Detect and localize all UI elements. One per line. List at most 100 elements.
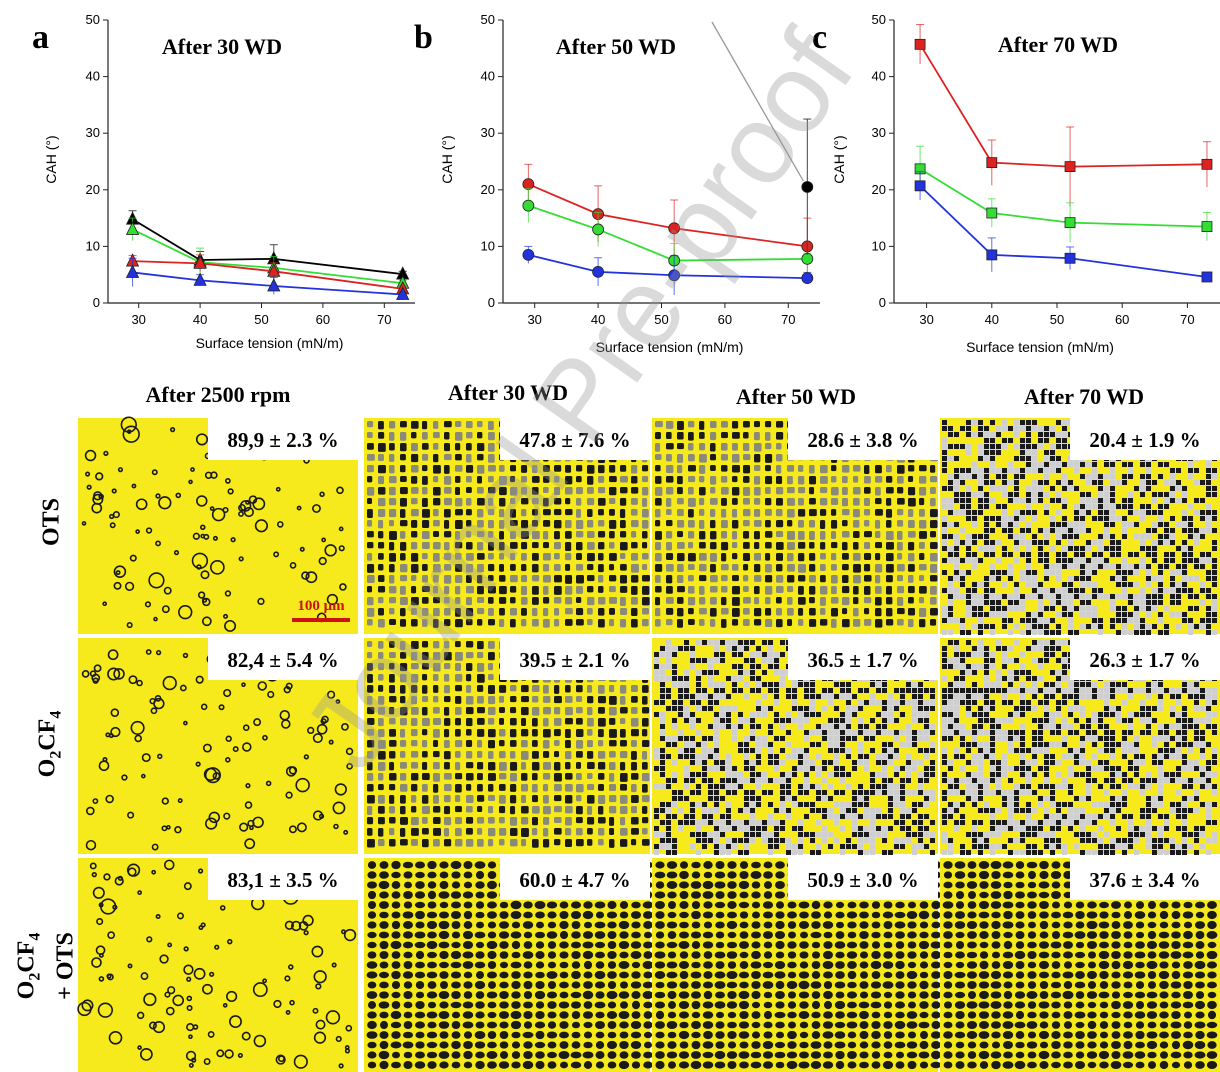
y-tick-label: 30 [872, 125, 886, 140]
series-line [528, 184, 807, 246]
data-point [669, 223, 680, 234]
y-tick-label: 50 [481, 12, 495, 27]
scale-bar: 100 μm [292, 598, 350, 622]
x-tick-label: 70 [781, 312, 795, 327]
column-header: After 50 WD [654, 384, 938, 410]
x-tick-label: 40 [985, 312, 999, 327]
x-tick-label: 70 [377, 312, 391, 327]
x-axis-label: Surface tension (mN/m) [966, 339, 1114, 355]
data-point [802, 181, 813, 192]
data-point [593, 266, 604, 277]
x-axis-label: Surface tension (mN/m) [596, 339, 744, 355]
column-header: After 2500 rpm [78, 382, 358, 408]
data-series [915, 146, 1212, 242]
micrograph-grid: 89,9 ± 2.3 % 47.8 ± 7.6 % 28.6 ± 3.8 %20.4… [0, 412, 1220, 1072]
scale-bar-line [292, 618, 350, 622]
y-axis-label: CAH (°) [831, 135, 847, 183]
x-tick-label: 60 [718, 312, 732, 327]
x-tick-label: 50 [254, 312, 268, 327]
y-axis-label: CAH (°) [439, 135, 455, 183]
micrograph-cell: 20.4 ± 1.9 % [940, 418, 1220, 635]
coverage-value: 83,1 ± 3.5 % [227, 868, 338, 892]
data-point [915, 181, 925, 191]
coverage-value: 47.8 ± 7.6 % [519, 428, 630, 452]
coverage-value: 37.6 ± 3.4 % [1089, 868, 1200, 892]
y-tick-label: 40 [872, 69, 886, 84]
x-tick-label: 30 [527, 312, 541, 327]
micrograph-cell: 28.6 ± 3.8 % [652, 418, 938, 634]
column-header: After 70 WD [942, 384, 1220, 410]
data-point [593, 224, 604, 235]
data-series [915, 172, 1212, 282]
coverage-value: 39.5 ± 2.1 % [519, 648, 630, 672]
x-tick-label: 50 [654, 312, 668, 327]
y-tick-label: 10 [86, 238, 100, 253]
data-point [915, 39, 925, 49]
chart-title: After 50 WD [556, 34, 676, 59]
x-tick-label: 70 [1180, 312, 1194, 327]
data-point [1202, 272, 1212, 282]
data-point [523, 179, 534, 190]
micrograph-cell: 47.8 ± 7.6 % [364, 418, 650, 634]
x-tick-label: 40 [591, 312, 605, 327]
data-point [523, 200, 534, 211]
micrograph-cell: 50.9 ± 3.0 % [652, 858, 941, 1072]
annotation-line [712, 22, 803, 181]
y-tick-label: 40 [86, 69, 100, 84]
coverage-value: 26.3 ± 1.7 % [1089, 648, 1200, 672]
data-point [1202, 222, 1212, 232]
series-line [920, 169, 1207, 227]
x-axis-label: Surface tension (mN/m) [196, 335, 344, 351]
y-tick-label: 0 [879, 295, 886, 310]
micrograph-cell: 82,4 ± 5.4 % [78, 638, 358, 854]
panel-letter: a [32, 19, 49, 56]
coverage-value: 60.0 ± 4.7 % [519, 868, 630, 892]
data-point [127, 265, 139, 277]
x-tick-label: 60 [316, 312, 330, 327]
x-tick-label: 30 [131, 312, 145, 327]
panel-letter: c [812, 19, 827, 56]
x-tick-label: 60 [1115, 312, 1129, 327]
data-series [127, 254, 409, 294]
y-tick-label: 10 [872, 238, 886, 253]
data-point [802, 273, 813, 284]
series-line [920, 186, 1207, 277]
y-tick-label: 10 [481, 238, 495, 253]
data-point [802, 253, 813, 264]
x-tick-label: 50 [1050, 312, 1064, 327]
micrograph-cell: 39.5 ± 2.1 % [364, 638, 650, 854]
y-tick-label: 0 [93, 295, 100, 310]
data-series [127, 218, 409, 288]
x-tick-label: 30 [919, 312, 933, 327]
micrograph-cell: 83,1 ± 3.5 % [78, 858, 358, 1072]
column-header: After 30 WD [366, 380, 650, 406]
series-line [133, 229, 403, 283]
data-point [987, 158, 997, 168]
y-tick-label: 20 [86, 182, 100, 197]
micrograph-cell: 60.0 ± 4.7 % [364, 858, 653, 1072]
micrograph-cell: 26.3 ± 1.7 % [940, 638, 1220, 855]
y-tick-label: 30 [481, 125, 495, 140]
y-axis-label: CAH (°) [43, 135, 59, 183]
y-tick-label: 50 [872, 12, 886, 27]
y-tick-label: 30 [86, 125, 100, 140]
data-point [987, 250, 997, 260]
micrograph-cell: 36.5 ± 1.7 % [652, 638, 938, 855]
data-point [523, 249, 534, 260]
data-point [1202, 159, 1212, 169]
y-tick-label: 40 [481, 69, 495, 84]
series-line [133, 219, 403, 274]
data-point [1065, 162, 1075, 172]
column-headers: After 2500 rpm After 30 WD After 50 WD A… [0, 378, 1220, 414]
data-point [987, 208, 997, 218]
scale-bar-label: 100 μm [297, 598, 345, 614]
data-point [1065, 218, 1075, 228]
y-tick-label: 20 [872, 182, 886, 197]
y-tick-label: 0 [488, 295, 495, 310]
panel-letter: b [414, 19, 433, 56]
coverage-value: 89,9 ± 2.3 % [227, 428, 338, 452]
